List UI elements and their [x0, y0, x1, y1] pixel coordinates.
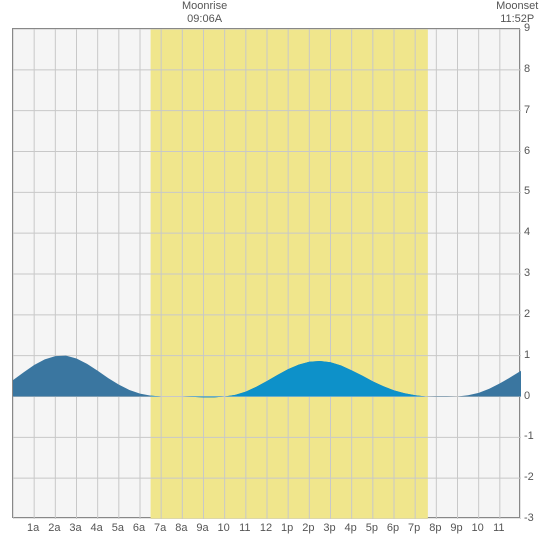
- x-tick-label: 10: [214, 522, 234, 550]
- x-tick-label: 3p: [320, 522, 340, 550]
- y-tick-label: 0: [524, 390, 548, 402]
- x-tick-label: 6a: [129, 522, 149, 550]
- x-tick-label: 2p: [298, 522, 318, 550]
- y-tick-label: 2: [524, 308, 548, 320]
- y-tick-label: 8: [524, 63, 548, 75]
- x-tick-label: 11: [235, 522, 255, 550]
- chart-svg: [13, 29, 521, 519]
- x-tick-label: 9a: [193, 522, 213, 550]
- x-tick-label: 10: [468, 522, 488, 550]
- x-tick-label: 1p: [277, 522, 297, 550]
- x-tick-label: 2a: [44, 522, 64, 550]
- y-tick-label: 1: [524, 349, 548, 361]
- moonrise-label: Moonrise: [175, 0, 235, 13]
- y-tick-label: -2: [524, 471, 548, 483]
- x-tick-label: 9p: [447, 522, 467, 550]
- y-tick-label: -3: [524, 512, 548, 524]
- x-tick-label: 12: [256, 522, 276, 550]
- y-tick-label: 7: [524, 104, 548, 116]
- x-tick-label: 5a: [108, 522, 128, 550]
- tide-chart: [12, 28, 520, 518]
- y-tick-label: 6: [524, 145, 548, 157]
- y-tick-label: 5: [524, 185, 548, 197]
- moonrise-time: 09:06A: [175, 13, 235, 26]
- x-tick-label: 5p: [362, 522, 382, 550]
- x-tick-label: 4a: [87, 522, 107, 550]
- x-tick-label: 4p: [341, 522, 361, 550]
- y-tick-label: 9: [524, 22, 548, 34]
- x-tick-label: 3a: [66, 522, 86, 550]
- y-tick-label: 3: [524, 267, 548, 279]
- x-tick-label: 7p: [404, 522, 424, 550]
- y-tick-label: 4: [524, 226, 548, 238]
- moonset-label: Moonset: [487, 0, 547, 13]
- x-tick-label: 1a: [23, 522, 43, 550]
- x-tick-label: 6p: [383, 522, 403, 550]
- x-tick-label: 7a: [150, 522, 170, 550]
- x-tick-label: 8p: [425, 522, 445, 550]
- header-labels: Moonrise 09:06A Moonset 11:52P: [0, 0, 550, 28]
- moonrise-label-block: Moonrise 09:06A: [175, 0, 235, 26]
- x-tick-label: 11: [489, 522, 509, 550]
- y-tick-label: -1: [524, 430, 548, 442]
- x-tick-label: 8a: [171, 522, 191, 550]
